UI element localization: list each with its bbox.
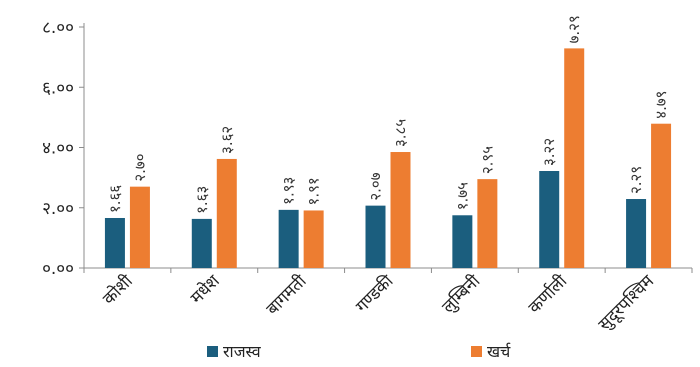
y-tick-label: ४.०० <box>42 139 74 159</box>
bar-expenditure <box>651 123 672 268</box>
category-label: गण्डकी <box>351 270 398 317</box>
bar-expenditure <box>390 152 411 268</box>
bars <box>104 48 672 268</box>
category-label: मधेश <box>186 270 224 308</box>
bar-revenue <box>104 217 125 268</box>
data-label: १.९३ <box>280 177 298 205</box>
legend-label: राजस्व <box>223 342 262 361</box>
y-tick-label: ०.०० <box>42 259 74 279</box>
bar-expenditure <box>477 179 498 268</box>
bar-revenue <box>626 199 647 268</box>
data-label: ३.२२ <box>540 138 558 166</box>
bar-expenditure <box>564 48 585 268</box>
data-label: ४.७९ <box>652 91 670 119</box>
data-label: ७.२९ <box>565 15 583 43</box>
category-label: कर्णाली <box>524 270 572 318</box>
y-tick-label: ६.०० <box>42 78 74 98</box>
data-label: २.७० <box>131 153 149 181</box>
bar-revenue <box>452 215 473 268</box>
data-label: १.९१ <box>305 177 323 205</box>
bar-expenditure <box>216 158 237 268</box>
bar-revenue <box>539 170 560 268</box>
bar-revenue <box>278 209 299 268</box>
legend-label: खर्च <box>487 342 511 361</box>
legend: राजस्व खर्च <box>207 342 511 361</box>
bar-revenue <box>191 218 212 268</box>
bar-expenditure <box>303 210 324 268</box>
category-labels: कोशी मधेश बागमती गण्डकी लुम्बिनी कर्णाली सुदूर… <box>98 270 658 335</box>
data-label: ३.८५ <box>392 119 410 147</box>
category-label: सुदूरपश्चिम <box>594 270 659 335</box>
category-label: बागमती <box>262 270 311 319</box>
y-tick-label: ८.०० <box>42 18 74 38</box>
legend-swatch <box>471 346 482 357</box>
data-label: २.०७ <box>367 172 385 200</box>
bar-revenue <box>365 205 386 268</box>
data-label: १.७५ <box>453 182 471 210</box>
data-label: १.६६ <box>106 185 124 213</box>
data-labels: १.६६ १.६३ १.९३ २.०७ १.७५ ३.२२ २.२९ २.७० ३.६२ १.९१… <box>106 15 670 214</box>
y-axis: ०.०० २.०० ४.०० ६.०० ८.०० <box>42 18 85 279</box>
category-label: कोशी <box>98 270 137 309</box>
legend-swatch <box>207 346 218 357</box>
bar-expenditure <box>129 186 150 268</box>
data-label: २.९५ <box>478 146 496 174</box>
category-label: लुम्बिनी <box>438 270 485 317</box>
y-tick-label: २.०० <box>42 199 74 219</box>
data-label: २.२९ <box>627 166 645 194</box>
data-label: १.६३ <box>193 186 211 214</box>
x-axis <box>83 267 693 273</box>
data-label: ३.६२ <box>218 126 236 154</box>
